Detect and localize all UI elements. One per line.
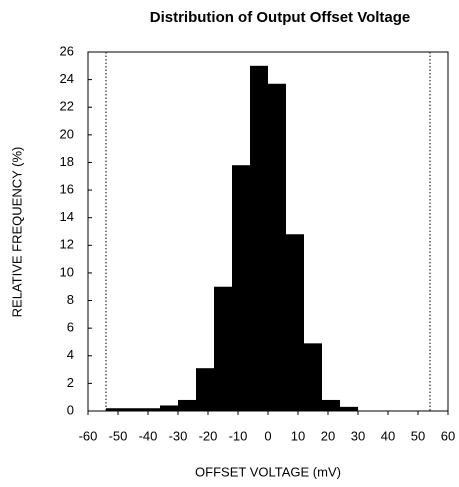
y-tick-label: 18 [60,154,74,169]
x-tick-label: -50 [109,428,128,443]
y-tick-label: 14 [60,209,74,224]
y-axis-label: RELATIVE FREQUENCY (%) [9,147,24,318]
bar [160,405,178,411]
x-tick-label: 20 [321,428,335,443]
bar [124,408,142,411]
bar [250,65,268,412]
y-tick-label: 16 [60,182,74,197]
bar [142,408,160,411]
y-tick-label: 12 [60,237,74,252]
bar [232,165,250,411]
bar [304,343,322,411]
x-tick-label: -30 [169,428,188,443]
bar [268,83,286,411]
bar [178,399,196,411]
y-tick-label: 20 [60,126,74,141]
x-tick-label: -40 [139,428,158,443]
y-tick-label: 24 [60,71,74,86]
x-tick-label: -20 [199,428,218,443]
x-tick-label: 0 [264,428,271,443]
x-tick-label: -10 [229,428,248,443]
y-tick-label: 0 [67,402,74,417]
bar [214,286,232,411]
y-tick-label: 26 [60,43,74,58]
bar [322,399,340,411]
bar [196,368,214,411]
y-tick-label: 22 [60,99,74,114]
y-tick-label: 10 [60,264,74,279]
y-tick-label: 6 [67,320,74,335]
chart-title: Distribution of Output Offset Voltage [150,9,411,26]
x-tick-label: 50 [411,428,425,443]
x-tick-label: 30 [351,428,365,443]
bar [106,408,124,411]
x-tick-label: -60 [79,428,98,443]
y-tick-label: 8 [67,292,74,307]
bar [340,406,358,411]
x-axis-label: OFFSET VOLTAGE (mV) [195,464,341,479]
x-tick-label: 40 [381,428,395,443]
bar [286,234,304,411]
x-tick-label: 60 [441,428,455,443]
x-tick-label: 10 [291,428,305,443]
y-tick-label: 2 [67,375,74,390]
y-tick-label: 4 [67,347,74,362]
